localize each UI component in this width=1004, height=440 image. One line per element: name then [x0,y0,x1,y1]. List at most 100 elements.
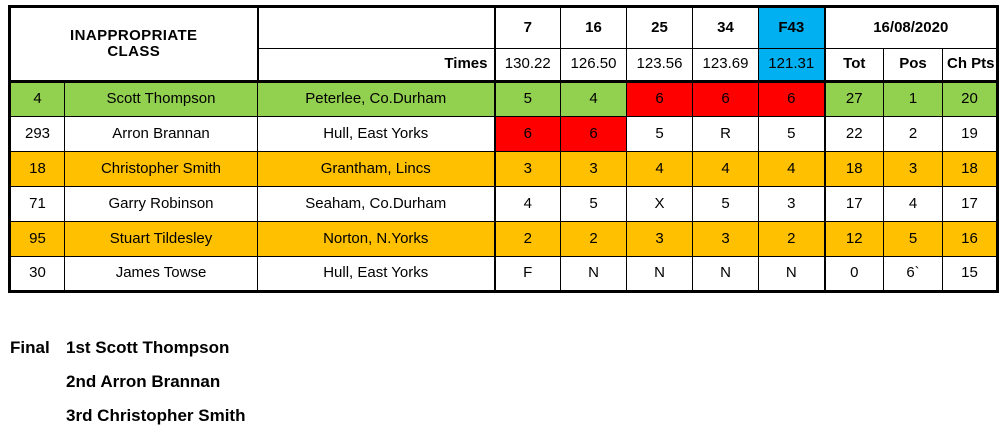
row-number: 30 [8,256,65,293]
row-heat-score-4: 3 [692,221,759,257]
row-heat-score-1: 2 [494,221,561,257]
row-heat-score-5: 5 [758,116,826,152]
row-heat-score-4: 5 [692,186,759,222]
row-heat-score-4: 6 [692,80,759,117]
row-total: 27 [824,80,884,117]
table-row: 95 Stuart Tildesley Norton, N.Yorks 2 2 3 3 2 12… [8,221,1000,257]
row-number: 95 [8,221,65,257]
row-driver-name: Christopher Smith [64,151,258,187]
row-heat-score-3: 3 [626,221,693,257]
table-row: 4 Scott Thompson Peterlee, Co.Durham 5 4 6 6 6 2… [8,80,1000,117]
results-table: INAPPROPRIATE CLASS 7 16 25 34 F43 16/08/2020 Ti… [8,5,1000,293]
row-heat-score-3: N [626,256,693,293]
row-number: 4 [8,80,65,117]
row-heat-score-2: 4 [560,80,627,117]
row-heat-score-5: 6 [758,80,826,117]
row-heat-score-3: 5 [626,116,693,152]
table-row: 293 Arron Brannan Hull, East Yorks 6 6 5 R 5 22 2… [8,116,1000,152]
heat-header-1: 7 [494,5,561,49]
header-row-times: Times 130.22 126.50 123.56 123.69 121.31 Tot Po… [10,48,1000,82]
row-heat-score-4: 4 [692,151,759,187]
heat-time-4: 123.69 [692,48,759,82]
row-heat-score-5: 2 [758,221,826,257]
row-championship-points: 15 [941,256,1000,293]
row-total: 17 [824,186,884,222]
class-title-line-2: CLASS [107,43,161,60]
row-championship-points: 20 [941,80,1000,117]
summary-header-pos: Pos [883,48,943,82]
row-heat-score-5: 4 [758,151,826,187]
row-heat-score-5: 3 [758,186,826,222]
event-date: 16/08/2020 [823,5,1000,49]
table-row: 30 James Towse Hull, East Yorks F N N N N 0 6` 15 [8,256,1000,293]
row-town: Hull, East Yorks [257,116,496,152]
row-position: 6` [883,256,943,293]
class-title: INAPPROPRIATE CLASS [8,5,259,82]
row-heat-score-2: N [560,256,627,293]
row-town: Seaham, Co.Durham [257,186,496,222]
heat-header-4: 34 [692,5,759,49]
row-total: 22 [824,116,884,152]
row-town: Peterlee, Co.Durham [257,80,496,117]
row-position: 4 [883,186,943,222]
row-heat-score-2: 3 [560,151,627,187]
final-placing-line: 2nd Arron Brannan [10,372,245,406]
row-heat-score-3: 6 [626,80,693,117]
final-placing-line: Final 1st Scott Thompson [10,338,245,372]
header-blank-town [257,5,496,49]
class-title-line-1: INAPPROPRIATE [70,26,198,44]
row-town: Hull, East Yorks [257,256,496,293]
summary-header-ch-pts: Ch Pts [941,48,1000,82]
times-label: Times [257,48,496,82]
row-position: 2 [883,116,943,152]
final-label: Final [10,338,50,357]
row-driver-name: Stuart Tildesley [64,221,258,257]
row-heat-score-3: 4 [626,151,693,187]
row-position: 5 [883,221,943,257]
table-row: 71 Garry Robinson Seaham, Co.Durham 4 5 X 5 3 17… [8,186,1000,222]
row-number: 293 [8,116,65,152]
row-total: 0 [824,256,884,293]
row-heat-score-3: X [626,186,693,222]
heat-header-2: 16 [560,5,627,49]
row-town: Grantham, Lincs [257,151,496,187]
heat-header-5: F43 [758,5,826,49]
row-championship-points: 18 [941,151,1000,187]
row-championship-points: 17 [941,186,1000,222]
row-heat-score-2: 5 [560,186,627,222]
row-driver-name: Garry Robinson [64,186,258,222]
row-heat-score-4: N [692,256,759,293]
row-total: 12 [824,221,884,257]
row-heat-score-1: 5 [494,80,561,117]
heat-header-3: 25 [626,5,693,49]
row-driver-name: James Towse [64,256,258,293]
header-row-heats: INAPPROPRIATE CLASS 7 16 25 34 F43 16/08/2020 [8,5,1000,82]
row-position: 3 [883,151,943,187]
row-driver-name: Arron Brannan [64,116,258,152]
row-heat-score-5: N [758,256,826,293]
final-placing-text: 2nd Arron Brannan [66,372,221,391]
final-placing-line: 3rd Christopher Smith [10,406,245,440]
row-number: 71 [8,186,65,222]
heat-time-2: 126.50 [560,48,627,82]
row-heat-score-1: 6 [494,116,561,152]
row-heat-score-1: F [494,256,561,293]
row-heat-score-1: 3 [494,151,561,187]
final-placing-text: 3rd Christopher Smith [66,406,246,425]
table-row: 18 Christopher Smith Grantham, Lincs 3 3 4 4 4 1… [8,151,1000,187]
row-championship-points: 19 [941,116,1000,152]
row-driver-name: Scott Thompson [64,80,258,117]
final-results-block: Final 1st Scott Thompson 2nd Arron Brannan… [10,338,245,440]
row-total: 18 [824,151,884,187]
row-heat-score-1: 4 [494,186,561,222]
heat-time-3: 123.56 [626,48,693,82]
row-heat-score-2: 6 [560,116,627,152]
row-championship-points: 16 [941,221,1000,257]
row-number: 18 [8,151,65,187]
final-placing-text: 1st Scott Thompson [66,338,230,357]
row-town: Norton, N.Yorks [257,221,496,257]
row-heat-score-2: 2 [560,221,627,257]
row-position: 1 [883,80,943,117]
summary-header-tot: Tot [824,48,884,82]
heat-time-1: 130.22 [494,48,561,82]
